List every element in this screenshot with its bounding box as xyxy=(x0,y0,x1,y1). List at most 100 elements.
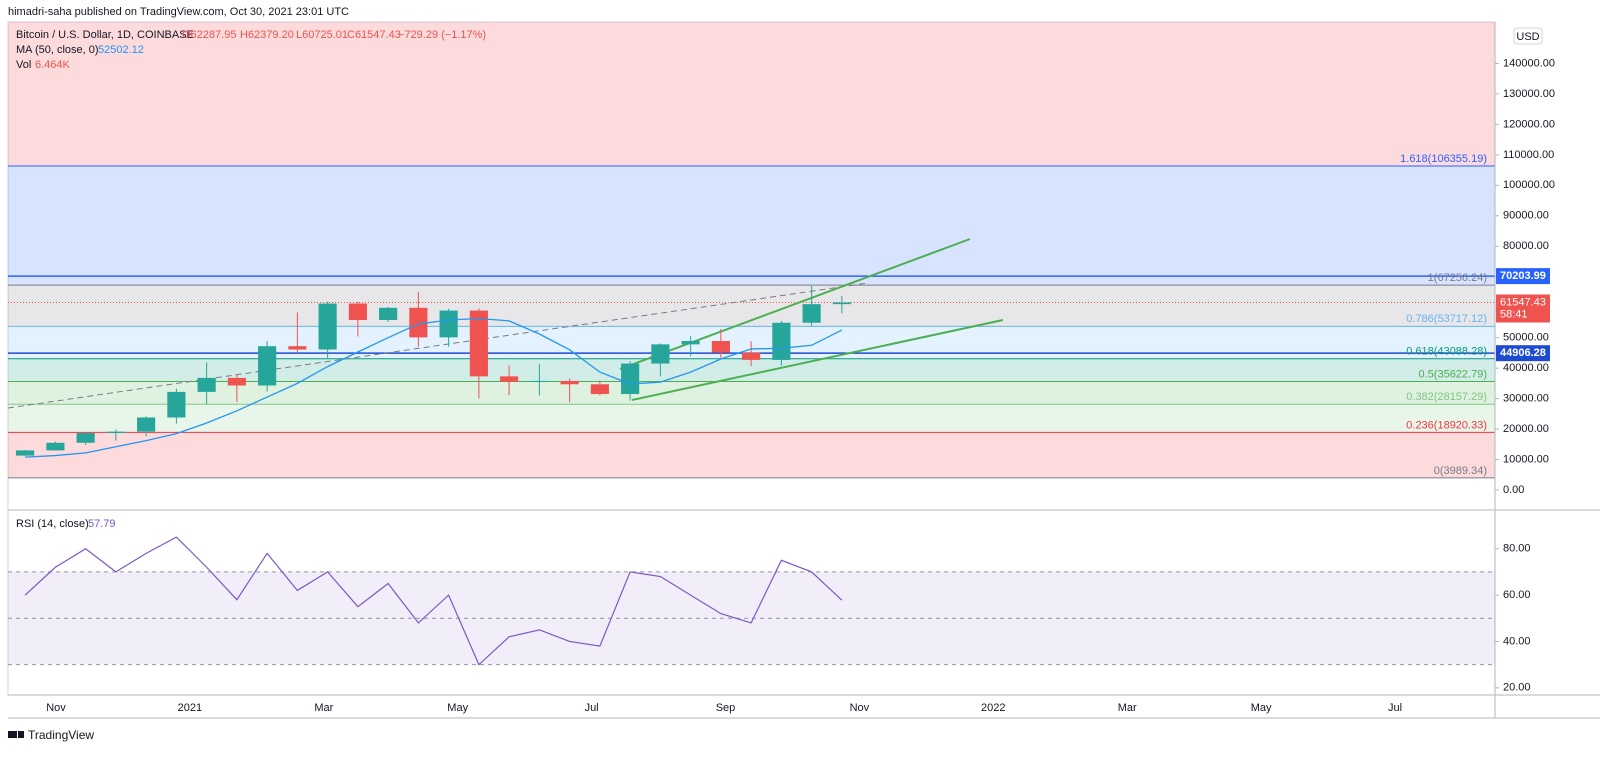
fib-zone xyxy=(8,358,1495,382)
fib-label: 0.618(43088.28) xyxy=(1406,346,1487,358)
time-label: Jul xyxy=(585,702,599,714)
currency-button[interactable] xyxy=(1513,27,1543,45)
rsi-tick-label: 40.00 xyxy=(1503,635,1531,647)
price-label: 70203.99 xyxy=(1500,270,1546,282)
time-label: Jul xyxy=(1388,702,1402,714)
fib-label: 0.382(28157.29) xyxy=(1406,391,1487,403)
fib-label: 0(3989.34) xyxy=(1434,465,1487,477)
candle-body xyxy=(227,377,246,386)
y-tick-label: 30000.00 xyxy=(1503,393,1549,405)
y-tick-label: 110000.00 xyxy=(1503,149,1554,161)
y-tick-label: 130000.00 xyxy=(1503,88,1555,100)
candle-body xyxy=(46,442,65,451)
vol-legend: Vol xyxy=(16,59,31,71)
last-price-label: 61547.43 xyxy=(1500,296,1546,308)
time-label: Nov xyxy=(46,702,66,714)
currency[interactable]: USD xyxy=(1516,31,1539,43)
fib-label: 0.786(53717.12) xyxy=(1406,313,1487,325)
fib-zone xyxy=(8,165,1495,286)
candle-body xyxy=(288,346,307,350)
candle-body xyxy=(590,384,609,395)
fib-label: 0.236(18920.33) xyxy=(1406,419,1487,431)
candle-body xyxy=(802,304,821,323)
rsi-band xyxy=(8,571,1495,665)
trend-line xyxy=(7,282,869,409)
y-tick-label: 120000.00 xyxy=(1503,118,1555,130)
ma-value: 52502.12 xyxy=(98,44,144,56)
fib-zone xyxy=(8,432,1495,478)
legend-open: O62287.95 xyxy=(182,29,236,41)
candle-body xyxy=(711,341,730,353)
time-label: May xyxy=(1251,702,1272,714)
time-label: 2022 xyxy=(981,702,1005,714)
candle-body xyxy=(772,322,791,360)
fib-zone xyxy=(8,404,1495,433)
y-tick-label: 80000.00 xyxy=(1503,240,1549,252)
time-label: Nov xyxy=(850,702,870,714)
legend-symbol: Bitcoin / U.S. Dollar, 1D, COINBASE xyxy=(16,29,194,41)
candle-body xyxy=(379,307,398,320)
y-tick-label: 0.00 xyxy=(1503,484,1524,496)
candle-body xyxy=(409,307,428,338)
candle-body xyxy=(137,417,156,432)
time-label: Mar xyxy=(314,702,333,714)
price-label-box xyxy=(1496,345,1550,362)
time-label: Mar xyxy=(1118,702,1137,714)
legend-change: −729.29 (−1.17%) xyxy=(398,29,486,41)
time-label: 2021 xyxy=(178,702,202,714)
last-price-box xyxy=(1496,294,1550,323)
channel-upper xyxy=(619,238,971,370)
candle-body xyxy=(651,344,670,364)
candle-body xyxy=(348,303,367,320)
candle-body xyxy=(258,346,277,386)
y-tick-label: 50000.00 xyxy=(1503,332,1549,344)
candle-body xyxy=(500,376,519,382)
footer-brand: TradingView xyxy=(28,728,94,742)
rsi-tick-label: 60.00 xyxy=(1503,589,1531,601)
y-tick-label: 100000.00 xyxy=(1503,179,1555,191)
rsi-value: 57.79 xyxy=(88,518,116,530)
published-line: himadri-saha published on TradingView.co… xyxy=(8,6,349,18)
candle-body xyxy=(197,377,216,392)
vol-value: 6.464K xyxy=(35,59,71,71)
fib-label: 1(67256.24) xyxy=(1428,272,1487,284)
y-tick-label: 90000.00 xyxy=(1503,210,1549,222)
candle-body xyxy=(16,450,35,456)
fib-top-zone xyxy=(8,22,1495,166)
channel-lower xyxy=(631,319,1004,401)
candle-body xyxy=(469,310,488,377)
candle-body xyxy=(832,302,851,305)
candle-body xyxy=(106,431,125,434)
candle-body xyxy=(742,352,761,360)
y-tick-label: 10000.00 xyxy=(1503,453,1549,465)
y-tick-label: 40000.00 xyxy=(1503,362,1549,374)
candle-body xyxy=(681,341,700,345)
tv-logo xyxy=(8,731,24,738)
ma-line xyxy=(25,317,843,458)
legend-close: C61547.43 xyxy=(347,29,401,41)
y-tick-label: 20000.00 xyxy=(1503,423,1549,435)
legend-low: L60725.01 xyxy=(296,29,348,41)
countdown: 58:41 xyxy=(1500,308,1528,320)
candle-body xyxy=(318,303,337,350)
fib-zone xyxy=(8,381,1495,405)
legend-high: H62379.20 xyxy=(240,29,294,41)
fib-label: 1.618(106355.19) xyxy=(1400,153,1487,165)
price-label: 44906.28 xyxy=(1500,347,1546,359)
candle-body xyxy=(560,380,579,385)
price-label-box xyxy=(1496,268,1550,285)
y-tick-label: 140000.00 xyxy=(1503,57,1555,69)
rsi-legend: RSI (14, close) xyxy=(16,518,89,530)
rsi-tick-label: 20.00 xyxy=(1503,682,1531,694)
ma-legend: MA (50, close, 0) xyxy=(16,44,99,56)
candle-body xyxy=(439,310,458,338)
time-label: May xyxy=(447,702,468,714)
rsi-line xyxy=(24,536,843,666)
candle-body xyxy=(76,433,95,443)
candle-body xyxy=(167,391,186,418)
candle-body xyxy=(530,380,549,382)
fib-label: 0.5(35622.79) xyxy=(1419,368,1488,380)
time-label: Sep xyxy=(716,702,736,714)
rsi-tick-label: 80.00 xyxy=(1503,543,1531,555)
